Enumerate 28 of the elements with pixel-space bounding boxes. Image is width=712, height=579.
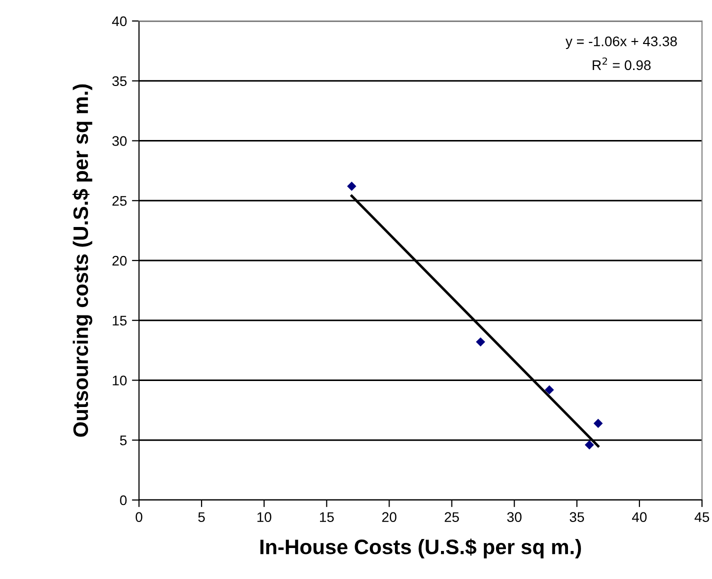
y-tick-label: 15 [112, 316, 127, 326]
annotation: y = -1.06x + 43.38 [566, 36, 677, 50]
x-axis-title: In-House Costs (U.S.$ per sq m.) [260, 538, 581, 558]
annotation: R$^{2}$ = 0.98 [592, 57, 651, 70]
y-tick-label: 20 [112, 256, 127, 266]
point [476, 337, 486, 347]
x-tick-label: 40 [632, 512, 647, 522]
y-tick-label: 5 [120, 436, 127, 446]
y-axis-title: Outsourcing costs (U.S.$ per sq m.) [72, 84, 92, 437]
y-tick-label: 30 [112, 136, 127, 146]
x-tick-label: 25 [444, 512, 459, 522]
y-tick-label: 35 [112, 76, 127, 86]
x-tick-label: 5 [198, 512, 205, 522]
x-tick-label: 45 [694, 512, 710, 522]
x-tick-label: 15 [320, 512, 334, 522]
x-tick-label: 0 [136, 512, 142, 522]
x-tick-label: 30 [507, 512, 522, 522]
point [584, 440, 594, 450]
x-tick-label: 10 [257, 512, 272, 522]
point [347, 182, 356, 191]
y-tick-label: 25 [112, 196, 127, 206]
point [544, 385, 554, 394]
y-tick-label: 10 [112, 376, 127, 386]
point [594, 418, 603, 428]
x-tick-label: 20 [382, 512, 396, 522]
x-tick-label: 35 [570, 512, 584, 522]
y-tick-label: 40 [112, 16, 127, 26]
y-tick-label: 0 [120, 495, 127, 506]
